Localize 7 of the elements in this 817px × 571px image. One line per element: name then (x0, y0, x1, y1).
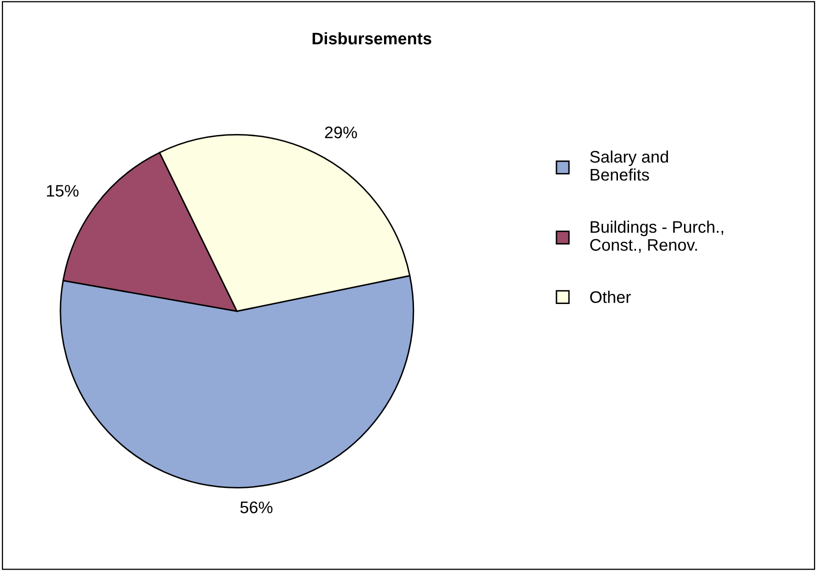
chart-title: Disbursements (312, 32, 432, 44)
data-label: 29% (325, 126, 357, 138)
legend-label: Salary and Benefits (590, 150, 668, 181)
legend-label: Other (590, 290, 631, 304)
data-label: 15% (46, 184, 78, 197)
data-label: 56% (240, 501, 272, 514)
legend-label: Buildings - Purch., Const., Renov. (590, 220, 724, 253)
